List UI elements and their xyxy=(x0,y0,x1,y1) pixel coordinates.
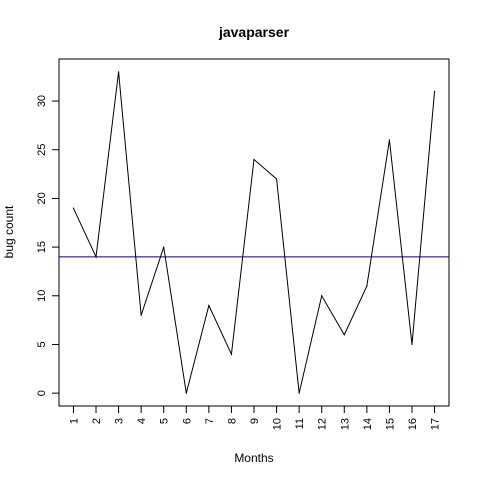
plot-frame xyxy=(58,58,450,407)
data-point xyxy=(163,246,165,248)
data-point xyxy=(95,256,97,258)
x-tick-label: 3 xyxy=(114,418,126,424)
x-tick-label: 14 xyxy=(362,418,374,430)
y-tick-label: 20 xyxy=(36,192,48,204)
x-tick-label: 1 xyxy=(68,418,80,424)
data-point xyxy=(117,71,120,73)
y-tick-label: 0 xyxy=(36,390,48,396)
x-tick-label: 8 xyxy=(226,418,238,424)
data-point xyxy=(140,314,142,316)
x-tick-label: 12 xyxy=(317,418,329,430)
y-tick-label: 30 xyxy=(36,95,48,107)
data-point xyxy=(411,343,413,346)
data-point xyxy=(298,392,300,394)
x-axis-label: Months xyxy=(234,451,273,465)
data-point xyxy=(366,285,368,287)
y-tick-label: 25 xyxy=(36,144,48,156)
y-tick-label: 15 xyxy=(36,241,48,253)
chart-title: javaparser xyxy=(218,24,290,40)
x-tick-label: 9 xyxy=(249,418,261,424)
x-tick-label: 13 xyxy=(339,418,351,430)
data-point xyxy=(72,207,75,209)
x-tick-label: 2 xyxy=(91,418,103,424)
data-point xyxy=(343,334,345,336)
x-tick-label: 6 xyxy=(181,418,193,424)
data-point xyxy=(321,295,323,297)
x-tick-label: 5 xyxy=(159,418,171,424)
x-tick-label: 16 xyxy=(407,418,419,430)
x-tick-label: 4 xyxy=(136,418,148,424)
data-point xyxy=(208,304,210,307)
x-tick-label: 17 xyxy=(430,418,442,430)
x-tick-label: 7 xyxy=(204,418,216,424)
y-tick-label: 10 xyxy=(36,290,48,302)
data-point xyxy=(230,353,233,355)
x-tick-label: 11 xyxy=(294,418,306,429)
y-axis-label: bug count xyxy=(2,205,16,258)
data-point xyxy=(275,178,278,180)
data-point xyxy=(253,158,255,161)
x-tick-label: 15 xyxy=(384,418,396,430)
data-point xyxy=(185,392,187,394)
x-tick-label: 10 xyxy=(272,418,284,430)
y-tick-label: 5 xyxy=(36,341,48,347)
data-point xyxy=(388,139,391,141)
data-point xyxy=(433,90,436,92)
